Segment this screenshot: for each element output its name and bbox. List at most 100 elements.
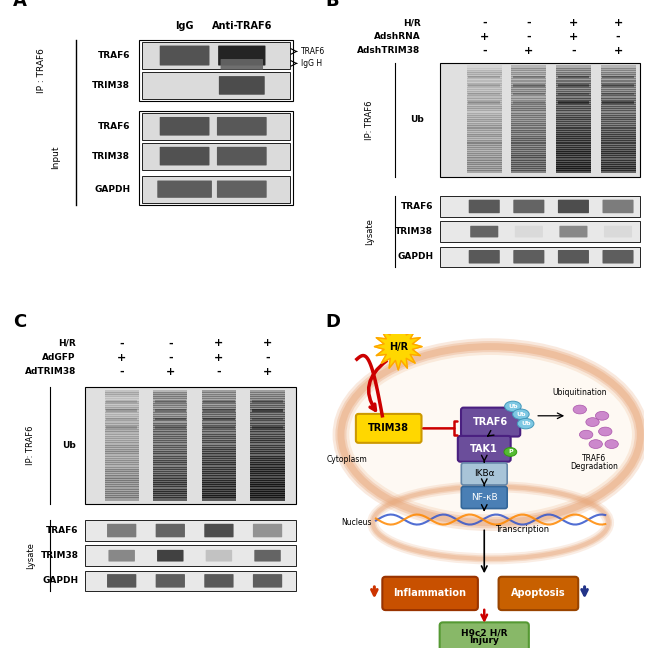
Bar <box>467 100 502 103</box>
Bar <box>556 76 591 79</box>
Text: Injury: Injury <box>469 636 499 645</box>
Bar <box>467 66 502 69</box>
Bar <box>601 104 636 107</box>
Text: +: + <box>263 367 272 377</box>
Bar <box>512 74 547 77</box>
FancyBboxPatch shape <box>157 550 183 561</box>
Bar <box>467 93 502 96</box>
Bar <box>105 416 139 419</box>
Bar <box>556 106 591 109</box>
Bar <box>467 83 502 86</box>
Bar <box>601 164 636 167</box>
Bar <box>601 121 636 124</box>
Bar <box>556 67 591 71</box>
Bar <box>203 400 235 403</box>
Bar <box>202 392 236 395</box>
Bar <box>512 117 547 120</box>
Bar <box>601 113 636 116</box>
Bar <box>105 460 139 463</box>
FancyBboxPatch shape <box>160 46 209 66</box>
Bar <box>155 426 186 429</box>
Bar <box>556 102 591 105</box>
Text: TAK1: TAK1 <box>471 444 498 454</box>
Bar <box>153 434 187 437</box>
Bar <box>250 489 285 492</box>
FancyBboxPatch shape <box>469 250 500 263</box>
Bar <box>153 442 187 445</box>
Bar <box>467 164 502 167</box>
Bar <box>512 149 547 152</box>
Bar <box>202 476 236 479</box>
Bar <box>467 87 502 90</box>
Bar <box>250 427 285 430</box>
Ellipse shape <box>504 401 521 411</box>
Bar <box>153 479 187 483</box>
Bar <box>203 409 235 411</box>
Bar <box>250 479 285 483</box>
Bar <box>558 102 590 104</box>
Bar <box>202 495 236 498</box>
Bar <box>250 477 285 481</box>
Bar <box>602 84 634 87</box>
Text: IgG: IgG <box>176 21 194 31</box>
Text: +: + <box>569 31 578 42</box>
Text: Ub: Ub <box>521 421 530 426</box>
Bar <box>556 162 591 165</box>
Bar <box>468 75 500 79</box>
Bar <box>512 81 547 84</box>
Text: GAPDH: GAPDH <box>94 185 130 194</box>
Bar <box>153 392 187 395</box>
Bar <box>203 426 235 429</box>
FancyBboxPatch shape <box>155 524 185 537</box>
Bar <box>512 125 547 128</box>
Bar <box>512 100 547 103</box>
Bar <box>105 495 139 498</box>
Bar <box>202 418 236 421</box>
Bar <box>250 436 285 439</box>
Bar <box>202 460 236 463</box>
Bar <box>153 405 187 408</box>
FancyBboxPatch shape <box>469 200 500 214</box>
Bar <box>202 436 236 439</box>
Bar <box>601 87 636 90</box>
Text: Input: Input <box>51 146 60 170</box>
Bar <box>467 113 502 116</box>
Bar <box>467 155 502 159</box>
FancyBboxPatch shape <box>109 550 135 561</box>
Bar <box>467 69 502 73</box>
Bar <box>601 125 636 128</box>
Text: GAPDH: GAPDH <box>397 252 434 261</box>
Bar <box>601 170 636 174</box>
Text: +: + <box>166 367 175 377</box>
Bar <box>601 96 636 99</box>
FancyBboxPatch shape <box>461 407 520 436</box>
Bar <box>556 170 591 174</box>
Text: +: + <box>214 339 224 348</box>
Bar <box>250 405 285 408</box>
Bar <box>105 476 139 479</box>
Text: Ub: Ub <box>508 404 517 409</box>
Bar <box>202 497 236 500</box>
Bar <box>601 134 636 137</box>
Text: TRIM38: TRIM38 <box>41 552 79 560</box>
Bar <box>250 396 285 400</box>
Bar <box>202 432 236 435</box>
Bar <box>468 84 500 87</box>
Text: +: + <box>614 18 623 28</box>
Text: +: + <box>214 352 224 363</box>
Bar <box>153 476 187 479</box>
Bar <box>153 394 187 397</box>
FancyBboxPatch shape <box>107 524 136 537</box>
Bar <box>439 246 640 267</box>
Bar <box>105 473 139 476</box>
Bar <box>513 93 545 96</box>
Text: Cytoplasm: Cytoplasm <box>327 455 368 464</box>
Bar <box>250 471 285 474</box>
FancyBboxPatch shape <box>560 226 588 238</box>
Bar <box>250 390 285 393</box>
Bar <box>467 67 502 71</box>
FancyBboxPatch shape <box>253 524 282 537</box>
Ellipse shape <box>573 405 586 414</box>
Bar <box>202 414 236 417</box>
Bar <box>105 462 139 466</box>
